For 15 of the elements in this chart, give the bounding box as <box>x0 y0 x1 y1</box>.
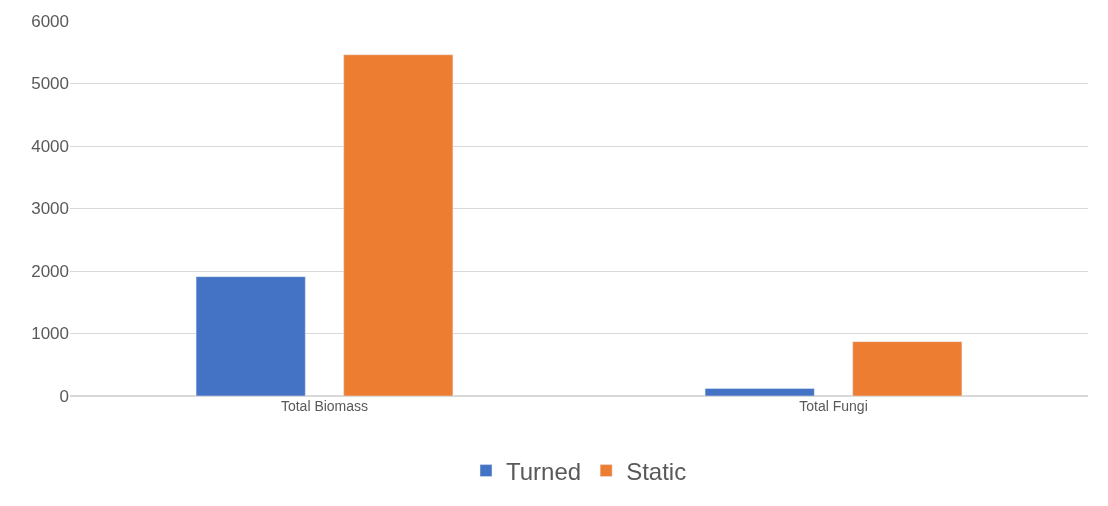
bar <box>195 276 306 396</box>
legend-label: Static <box>626 457 687 485</box>
bar <box>343 54 454 396</box>
legend-label: Turned <box>506 457 582 485</box>
bar <box>704 388 815 396</box>
y-tick-label: 0 <box>59 386 69 406</box>
y-tick-label: 6000 <box>31 11 69 31</box>
y-tick-label: 4000 <box>31 136 69 156</box>
x-tick-label: Total Fungi <box>799 398 868 414</box>
y-tick-label: 3000 <box>31 199 69 219</box>
y-tick-label: 2000 <box>31 261 69 281</box>
y-tick-label: 1000 <box>31 324 69 344</box>
bar <box>852 341 963 396</box>
y-tick-label: 5000 <box>31 74 69 94</box>
x-tick-label: Total Biomass <box>280 398 369 414</box>
